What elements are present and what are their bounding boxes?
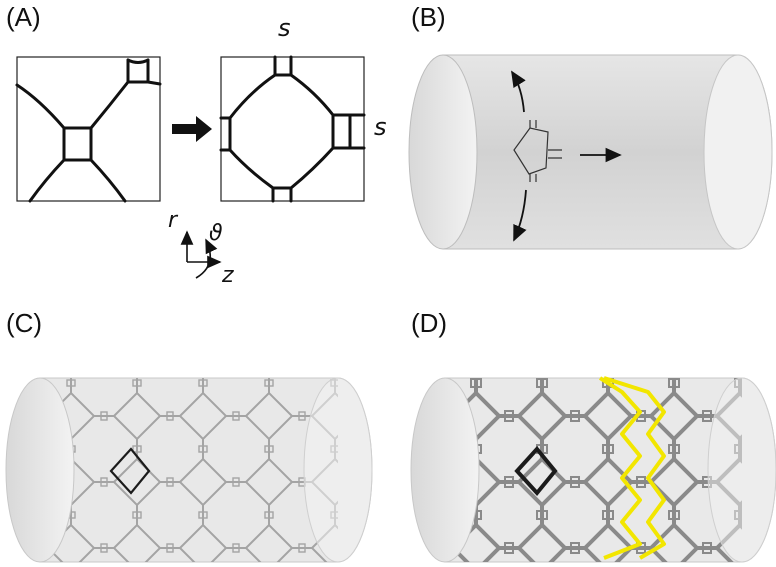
periodicity-label-right: s [374,113,387,141]
panel-b-motion-arrows [511,70,622,242]
panel-label-a: (A) [6,2,41,32]
axis-label-r: r [168,208,178,233]
panel-a-unit-cell-periodic [219,55,366,203]
transform-arrow [172,116,212,142]
axis-label-z: z [222,263,234,288]
panel-d-highlight-cell [514,445,558,497]
panel-d-yellow-ring [598,376,666,560]
panel-label-d: (D) [411,308,448,338]
panel-c-highlight-cell [109,447,151,495]
panel-label-c: (C) [6,308,43,338]
panel-c-cylinder [5,377,373,563]
panel-b-cylinder [408,54,773,250]
panel-b-unit-cell [513,120,562,182]
panel-d-cylinder [410,377,776,563]
panel-label-b: (B) [411,2,446,32]
coordinate-axes [180,230,222,279]
periodicity-label-top: s [278,14,291,42]
panel-a-unit-cell-original [15,56,162,203]
